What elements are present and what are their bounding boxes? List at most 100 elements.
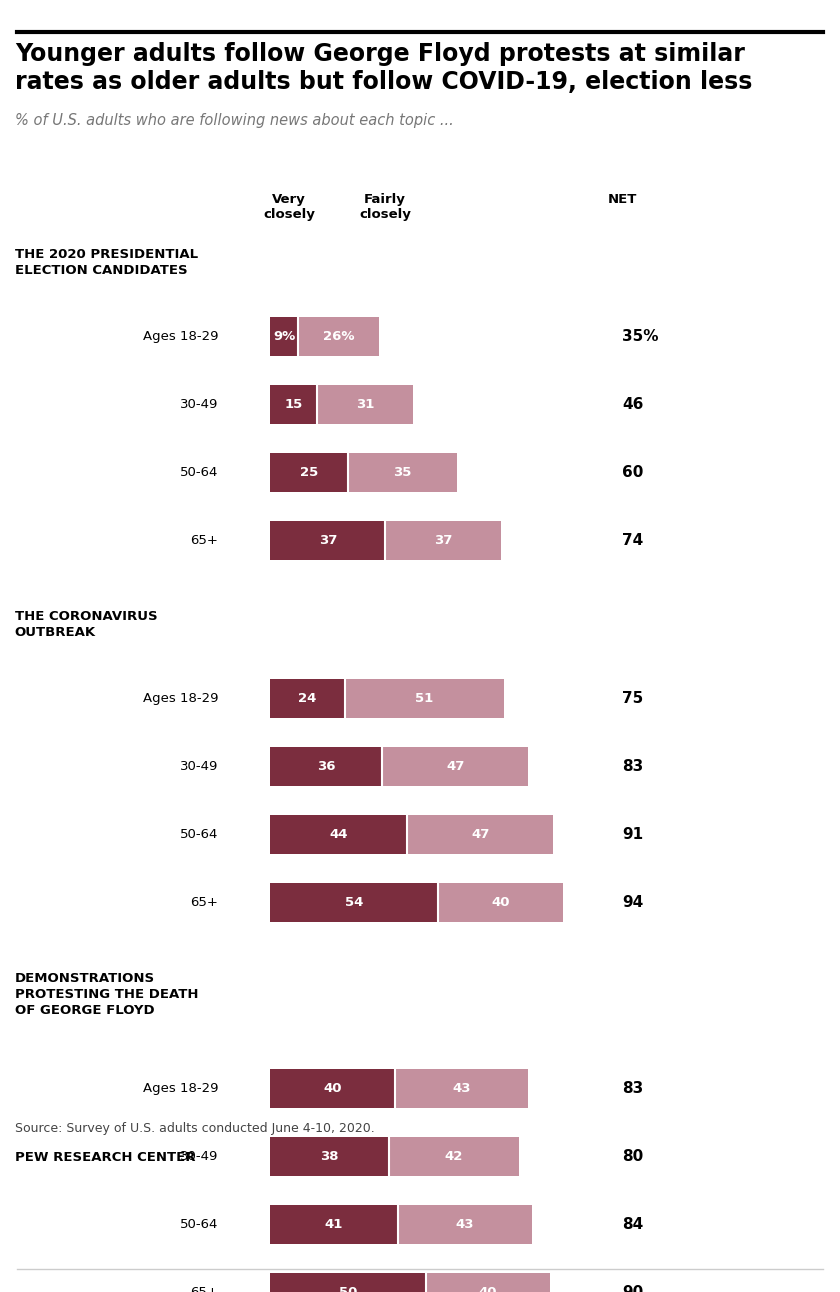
Text: Ages 18-29: Ages 18-29 (143, 329, 218, 344)
Point (312, 377, 322, 393)
Text: 43: 43 (455, 1218, 474, 1231)
Text: 36: 36 (317, 760, 335, 773)
Text: 65+: 65+ (191, 1286, 218, 1292)
Point (377, 779, 387, 795)
Text: 65+: 65+ (191, 897, 218, 910)
Bar (270, 452, 348, 492)
Text: 50: 50 (339, 1286, 357, 1292)
Point (433, 875, 444, 890)
Text: 74: 74 (622, 532, 643, 548)
Point (433, 915, 444, 930)
Bar (395, 1068, 528, 1109)
Text: NET: NET (607, 193, 637, 205)
Point (393, 1236, 403, 1252)
Point (381, 552, 391, 567)
Bar (407, 815, 554, 854)
Text: 40: 40 (479, 1286, 497, 1292)
Text: 43: 43 (453, 1081, 471, 1094)
Text: 51: 51 (415, 693, 433, 705)
Bar (270, 680, 345, 718)
Text: 42: 42 (444, 1150, 463, 1163)
Text: 50-64: 50-64 (180, 466, 218, 479)
Text: 80: 80 (622, 1149, 643, 1164)
Bar (270, 747, 382, 787)
Text: 44: 44 (329, 828, 348, 841)
Bar (270, 882, 438, 922)
Bar (270, 1137, 389, 1176)
Text: 30-49: 30-49 (180, 398, 218, 411)
Point (390, 1101, 400, 1116)
Point (402, 846, 412, 862)
Point (384, 1129, 394, 1145)
Point (293, 309, 303, 324)
Bar (270, 1068, 395, 1109)
Text: 90: 90 (622, 1284, 643, 1292)
Text: 41: 41 (325, 1218, 344, 1231)
Text: 25: 25 (300, 466, 318, 479)
Bar (270, 521, 386, 559)
Bar (345, 680, 504, 718)
Text: 40: 40 (323, 1081, 342, 1094)
Text: 84: 84 (622, 1217, 643, 1231)
Bar (386, 521, 501, 559)
Text: DEMONSTRATIONS
PROTESTING THE DEATH
OF GEORGE FLOYD: DEMONSTRATIONS PROTESTING THE DEATH OF G… (15, 973, 198, 1017)
Text: Ages 18-29: Ages 18-29 (143, 693, 218, 705)
Bar (270, 815, 407, 854)
Text: 50-64: 50-64 (180, 1218, 218, 1231)
Text: 31: 31 (356, 398, 375, 411)
Text: 46: 46 (622, 397, 643, 412)
Text: 40: 40 (491, 897, 510, 910)
Text: THE CORONAVIRUS
OUTBREAK: THE CORONAVIRUS OUTBREAK (15, 610, 157, 640)
Bar (270, 385, 317, 424)
Bar (270, 1273, 426, 1292)
Point (421, 1265, 431, 1280)
Point (381, 513, 391, 528)
Text: 30-49: 30-49 (180, 760, 218, 773)
Point (343, 444, 353, 460)
Text: 15: 15 (285, 398, 302, 411)
Point (393, 1196, 403, 1212)
Point (343, 484, 353, 500)
Point (377, 739, 387, 755)
Bar (270, 1204, 398, 1244)
Bar (348, 452, 457, 492)
Bar (298, 317, 379, 357)
Text: 9%: 9% (273, 329, 296, 344)
Text: 37: 37 (318, 534, 337, 547)
Point (390, 1061, 400, 1076)
Point (340, 711, 350, 726)
Bar (426, 1273, 550, 1292)
Text: 75: 75 (622, 691, 643, 707)
Text: 35%: 35% (622, 329, 659, 344)
Text: 30-49: 30-49 (180, 1150, 218, 1163)
Text: Ages 18-29: Ages 18-29 (143, 1081, 218, 1094)
Text: 26%: 26% (323, 329, 354, 344)
Bar (382, 747, 528, 787)
Bar (317, 385, 413, 424)
Text: Younger adults follow George Floyd protests at similar
rates as older adults but: Younger adults follow George Floyd prote… (15, 41, 752, 94)
Text: 91: 91 (622, 827, 643, 842)
Text: 37: 37 (433, 534, 452, 547)
Bar (270, 317, 298, 357)
Text: 47: 47 (446, 760, 465, 773)
Point (384, 1168, 394, 1183)
Text: 38: 38 (320, 1150, 339, 1163)
Text: 83: 83 (622, 760, 643, 774)
Text: 35: 35 (393, 466, 412, 479)
Text: 65+: 65+ (191, 534, 218, 547)
Bar (438, 882, 563, 922)
Point (402, 808, 412, 823)
Text: PEW RESEARCH CENTER: PEW RESEARCH CENTER (15, 1151, 196, 1164)
Text: 54: 54 (345, 897, 364, 910)
Bar (389, 1137, 519, 1176)
Text: 94: 94 (622, 895, 643, 910)
Text: % of U.S. adults who are following news about each topic ...: % of U.S. adults who are following news … (15, 114, 454, 128)
Text: THE 2020 PRESIDENTIAL
ELECTION CANDIDATES: THE 2020 PRESIDENTIAL ELECTION CANDIDATE… (15, 248, 198, 276)
Text: Source: Survey of U.S. adults conducted June 4-10, 2020.: Source: Survey of U.S. adults conducted … (15, 1123, 375, 1136)
Point (293, 349, 303, 364)
Bar (398, 1204, 532, 1244)
Text: 83: 83 (622, 1081, 643, 1096)
Text: 50-64: 50-64 (180, 828, 218, 841)
Text: 47: 47 (471, 828, 490, 841)
Text: Very
closely: Very closely (263, 193, 315, 221)
